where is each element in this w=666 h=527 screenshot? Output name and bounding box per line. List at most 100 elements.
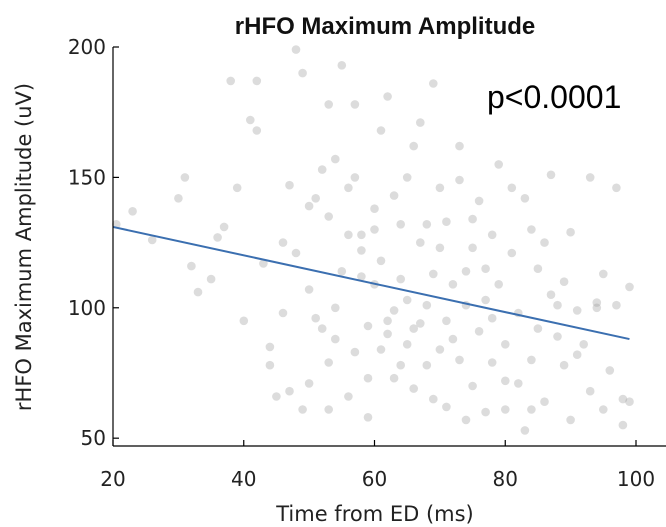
data-point: [455, 176, 464, 185]
data-point: [540, 397, 549, 406]
x-tick-label: 60: [362, 467, 387, 491]
data-point: [547, 290, 556, 299]
data-point: [213, 233, 222, 242]
data-point: [226, 77, 235, 86]
data-point: [240, 317, 249, 326]
data-point: [298, 405, 307, 414]
data-point: [579, 340, 588, 349]
data-point: [468, 215, 477, 224]
data-point: [416, 319, 425, 328]
y-tick-label: 50: [81, 426, 106, 450]
data-point: [364, 413, 373, 422]
data-point: [351, 100, 360, 109]
y-tick-label: 100: [68, 296, 106, 320]
data-point: [390, 306, 399, 315]
data-point: [481, 264, 490, 273]
x-tick-label: 100: [617, 467, 655, 491]
data-point: [560, 277, 569, 286]
data-point: [521, 426, 530, 435]
data-point: [128, 207, 137, 216]
data-point: [475, 327, 484, 336]
data-point: [508, 184, 517, 193]
data-point: [331, 155, 340, 164]
data-point: [383, 92, 392, 101]
x-tick-label: 20: [100, 467, 125, 491]
data-point: [586, 387, 595, 396]
data-point: [573, 306, 582, 315]
data-point: [377, 345, 386, 354]
data-point: [357, 246, 366, 255]
data-point: [599, 405, 608, 414]
y-tick-label: 200: [68, 35, 106, 59]
data-point: [285, 181, 294, 190]
data-point: [586, 173, 595, 182]
data-point: [272, 392, 281, 401]
data-point: [501, 405, 510, 414]
data-point: [233, 184, 242, 193]
data-point: [409, 142, 418, 151]
data-point: [625, 397, 634, 406]
data-point: [540, 238, 549, 247]
data-point: [390, 374, 399, 383]
data-point: [462, 416, 471, 425]
data-point: [494, 280, 503, 289]
data-point: [462, 267, 471, 276]
data-point: [606, 366, 615, 375]
x-ticks: 20 40 60 80 100: [100, 440, 655, 491]
data-point: [305, 202, 314, 211]
data-point: [292, 249, 301, 258]
data-point: [468, 382, 477, 391]
data-point: [292, 45, 301, 54]
data-point: [488, 231, 497, 240]
data-point: [449, 335, 458, 344]
data-point: [527, 356, 536, 365]
data-point: [364, 374, 373, 383]
data-point: [181, 173, 190, 182]
data-point: [409, 384, 418, 393]
data-point: [187, 262, 196, 271]
data-point: [553, 332, 562, 341]
data-point: [429, 395, 438, 404]
data-point: [442, 217, 451, 226]
data-point: [396, 361, 405, 370]
data-point: [488, 358, 497, 367]
data-point: [612, 184, 621, 193]
data-point: [324, 358, 333, 367]
data-point: [351, 348, 360, 357]
data-point: [377, 126, 386, 135]
data-point: [514, 379, 523, 388]
data-point: [468, 244, 477, 253]
data-point: [423, 220, 432, 229]
data-point: [625, 283, 634, 292]
data-point: [285, 387, 294, 396]
data-point: [403, 296, 412, 305]
data-point: [174, 194, 183, 203]
data-point: [377, 257, 386, 266]
data-point: [547, 171, 556, 180]
data-point: [475, 197, 484, 206]
data-point: [553, 301, 562, 310]
data-point: [593, 298, 602, 307]
data-point: [566, 228, 575, 237]
data-point: [612, 301, 621, 310]
data-point: [357, 231, 366, 240]
data-point: [534, 324, 543, 333]
data-point: [436, 345, 445, 354]
data-point: [436, 244, 445, 253]
data-point: [266, 343, 275, 352]
data-point: [436, 184, 445, 193]
data-point: [534, 264, 543, 273]
data-point: [324, 405, 333, 414]
data-point: [442, 317, 451, 326]
y-ticks: 50100150200: [68, 35, 119, 450]
regression-line: [113, 227, 629, 339]
data-point: [344, 184, 353, 193]
data-point: [423, 301, 432, 310]
data-point: [449, 280, 458, 289]
data-point: [351, 173, 360, 182]
data-point: [266, 361, 275, 370]
data-point: [416, 118, 425, 127]
data-point: [599, 270, 608, 279]
data-point: [279, 309, 288, 318]
